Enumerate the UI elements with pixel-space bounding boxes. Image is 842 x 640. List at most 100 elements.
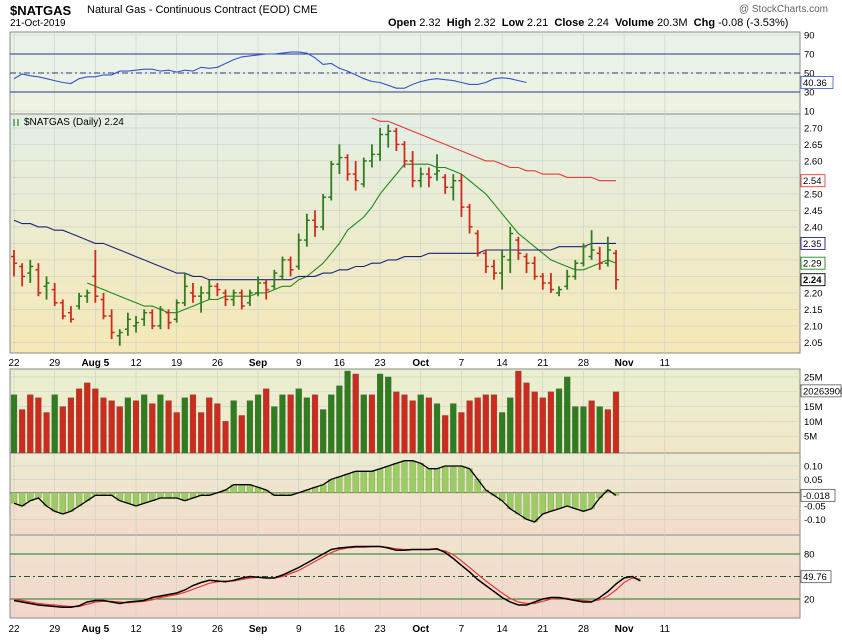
- y-tick-label: 2.65: [804, 140, 823, 151]
- volume-bar: [393, 391, 400, 454]
- ohlc-bar: [490, 259, 497, 280]
- ohlc-bar: [320, 193, 327, 231]
- volume-bar: [596, 406, 603, 454]
- volume-bar: [84, 382, 91, 454]
- ohlc-bar: [613, 250, 619, 290]
- volume-bar: [108, 400, 115, 454]
- x-axis-label: 29: [49, 624, 61, 635]
- ohlc-bar: [108, 309, 115, 340]
- macd-value-label: -0.018: [803, 491, 830, 502]
- macd-histogram-bar: [523, 492, 530, 520]
- ohlc-bar: [59, 299, 66, 320]
- instrument-name: Natural Gas - Continuous Contract (EOD) …: [87, 4, 317, 16]
- x-axis-label: 26: [212, 358, 224, 369]
- macd-histogram-bar: [344, 473, 351, 493]
- ohlc-bar: [580, 243, 587, 267]
- x-axis-label: Sep: [249, 358, 267, 369]
- macd-histogram-bar: [547, 492, 554, 512]
- price-value-label: 2.35: [803, 239, 822, 250]
- ohlc-bar: [238, 289, 245, 310]
- x-axis-label: Oct: [412, 358, 429, 369]
- close-value: 2.24: [587, 17, 609, 29]
- macd-histogram-bar: [580, 492, 587, 512]
- volume-bar: [116, 406, 123, 454]
- volume-bar: [507, 397, 514, 454]
- volume-bar: [368, 394, 376, 454]
- high-value: 2.32: [474, 17, 496, 29]
- ohlc-bar: [76, 292, 83, 310]
- ohlc-bar: [434, 154, 441, 181]
- macd-histogram-bar: [51, 492, 58, 512]
- volume-bar: [303, 397, 310, 454]
- volume-bar: [100, 397, 107, 454]
- x-axis-label: 11: [660, 358, 671, 369]
- volume-bar: [59, 406, 66, 454]
- volume-bar: [580, 406, 587, 454]
- volume-bar: [612, 391, 620, 454]
- macd-histogram-bar: [450, 465, 457, 493]
- y-tick-label: 70: [804, 50, 815, 61]
- ohlc-bar: [466, 203, 473, 234]
- high-label: High: [446, 17, 472, 29]
- volume-bar: [385, 376, 392, 454]
- volume-bar: [76, 388, 83, 454]
- stochastic-value-tag: [800, 570, 832, 584]
- y-tick-label: -0.10: [804, 515, 826, 526]
- instrument-title: Natural Gas - Continuous Contract (EOD): [87, 4, 290, 16]
- ohlc-bar: [515, 236, 522, 260]
- macd-histogram-bar: [539, 492, 546, 515]
- volume-bar: [230, 400, 237, 454]
- volume-bar: [238, 415, 245, 454]
- volume-bar: [198, 412, 205, 454]
- chart-header: $NATGAS Natural Gas - Continuous Contrac…: [0, 0, 842, 32]
- y-tick-label: 2.05: [804, 338, 823, 349]
- volume-bar: [401, 394, 408, 454]
- price-legend: $NATGAS (Daily) 2.24: [24, 117, 124, 128]
- ohlc-bar: [442, 174, 449, 194]
- y-tick-label: 5M: [804, 432, 817, 443]
- stochastic-line: [13, 545, 641, 608]
- volume-value: 20.3M: [656, 17, 688, 29]
- stochastic-value-label: 49.76: [803, 572, 827, 583]
- ohlc-bar: [312, 210, 318, 237]
- ohlc-bar: [222, 289, 229, 307]
- volume-bar: [287, 394, 294, 454]
- price-value-tag: [800, 273, 826, 287]
- volume-bar: [344, 370, 351, 454]
- ohlc-bar: [409, 151, 416, 188]
- macd-histogram-bar: [458, 465, 465, 493]
- ohlc-bar: [263, 279, 270, 300]
- volume-bar: [165, 400, 172, 454]
- rsi-line: [13, 51, 527, 89]
- volume-bar: [466, 400, 473, 454]
- y-tick-label: 2.45: [804, 206, 823, 217]
- ohlc-summary: Open 2.32 High 2.32 Low 2.21 Close 2.24 …: [388, 17, 788, 29]
- volume-bar: [149, 403, 156, 454]
- ohlc-bar: [206, 279, 213, 300]
- macd-value-tag: [800, 488, 836, 502]
- macd-histogram-bar: [157, 492, 164, 499]
- y-tick-label: 50: [804, 69, 815, 80]
- rsi-value-label: 40.36: [803, 78, 827, 89]
- y-tick-label: 2.10: [804, 321, 823, 332]
- ohlc-bar: [425, 167, 432, 188]
- volume-bar: [360, 394, 367, 454]
- close-label: Close: [554, 17, 585, 29]
- ohlc-bar: [385, 124, 392, 148]
- volume-value-label: 20263900: [803, 386, 842, 397]
- ohlc-bar: [149, 309, 156, 330]
- volume-bar: [181, 397, 188, 454]
- volume-bar: [555, 388, 563, 454]
- volume-bar: [458, 412, 465, 454]
- volume-bar: [572, 406, 579, 454]
- volume-bar: [51, 394, 58, 454]
- price-value-label: 2.54: [803, 176, 822, 187]
- price-value-label: 2.29: [803, 259, 822, 270]
- volume-bar: [490, 394, 498, 454]
- volume-bar: [352, 373, 359, 454]
- macd-histogram-bar: [238, 484, 245, 493]
- price-value-tag: [800, 174, 826, 188]
- y-tick-label: 10M: [804, 417, 823, 428]
- ohlc-bar: [401, 141, 408, 168]
- y-tick-label: 2.50: [804, 189, 823, 200]
